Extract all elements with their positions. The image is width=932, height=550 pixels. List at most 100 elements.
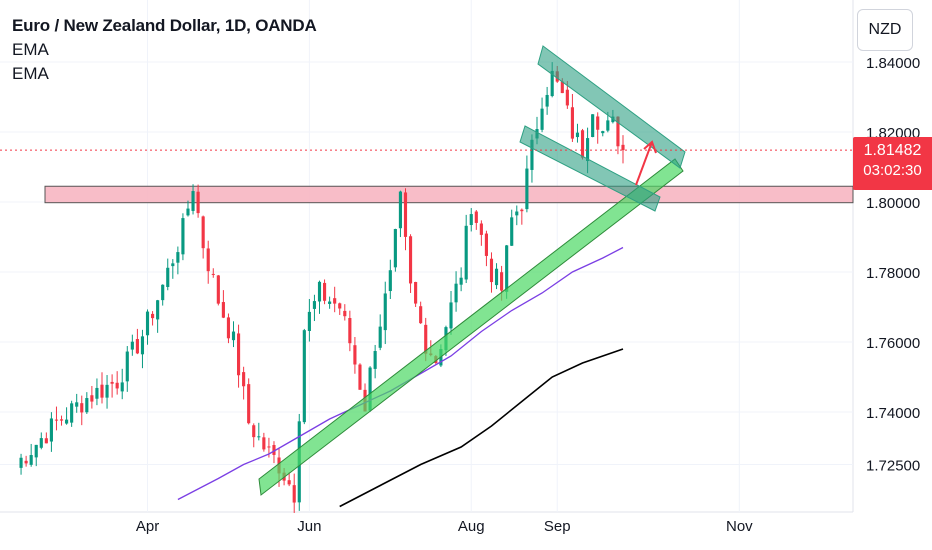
candle-body — [85, 398, 89, 413]
candle-body — [489, 258, 494, 283]
y-tick-label: 1.76000 — [866, 335, 920, 352]
candle-body — [469, 214, 473, 226]
wedge-upper-band — [537, 45, 686, 169]
chart-legend: Euro / New Zealand Dollar, 1D, OANDA EMA… — [12, 14, 317, 86]
candle-body — [520, 209, 524, 212]
support-resistance-zone — [44, 185, 854, 204]
candle-body — [75, 402, 79, 407]
candle-body — [34, 444, 38, 458]
candle-body — [90, 395, 94, 402]
candle-body — [80, 403, 84, 413]
candle-body — [115, 382, 119, 389]
ascending-channel — [258, 158, 684, 496]
candle-body — [419, 306, 423, 324]
candle-body — [343, 310, 347, 317]
candle-body — [565, 89, 569, 106]
candle-body — [135, 339, 139, 354]
candle-body — [479, 223, 483, 235]
candle-body — [616, 116, 620, 147]
candle-body — [186, 208, 190, 216]
x-tick-label: Nov — [726, 518, 753, 535]
candle-body — [95, 387, 99, 399]
candle-body — [580, 130, 585, 158]
candle-body — [550, 70, 554, 97]
candle-body — [242, 372, 246, 387]
candle-body — [59, 419, 64, 421]
candle-body — [596, 116, 600, 130]
candle-body — [125, 351, 129, 382]
candle-body — [388, 270, 392, 292]
candle-body — [474, 211, 478, 223]
candle-body — [156, 300, 160, 320]
last-price-label: 1.81482 03:02:30 — [853, 137, 932, 190]
candle-body — [601, 131, 605, 134]
candle-body — [505, 245, 509, 292]
candle-body — [110, 381, 114, 384]
candle-body — [500, 272, 504, 291]
candle-body — [19, 457, 23, 468]
candle-body — [307, 311, 311, 332]
candle-body — [272, 445, 276, 455]
candle-body — [49, 418, 53, 442]
y-tick-label: 1.72500 — [866, 458, 920, 475]
candle-body — [196, 191, 200, 214]
ema-indicator-label[interactable]: EMA — [12, 64, 49, 83]
candle-body — [201, 216, 205, 249]
candle-body — [145, 311, 150, 336]
candle-body — [575, 132, 580, 138]
candle-body — [161, 284, 165, 301]
candle-body — [231, 331, 236, 341]
candle-body — [312, 301, 317, 309]
candle-body — [166, 267, 170, 287]
y-tick-label: 1.80000 — [866, 195, 920, 212]
candle-body — [606, 120, 610, 131]
candle-body — [515, 211, 519, 216]
candle-body — [358, 364, 362, 390]
candle-body — [39, 438, 43, 448]
candle-body — [211, 273, 215, 275]
currency-button[interactable]: NZD — [857, 9, 913, 51]
candle-body — [267, 446, 271, 448]
y-tick-label: 1.74000 — [866, 405, 920, 422]
candle-body — [530, 139, 534, 170]
candle-body — [44, 438, 48, 444]
candle-body — [236, 333, 241, 376]
candle-body — [570, 107, 574, 139]
candle-body — [140, 336, 145, 355]
candle-body — [247, 384, 251, 424]
candle-body — [120, 382, 124, 392]
candle-body — [459, 277, 463, 285]
candle-body — [414, 281, 418, 304]
candle-body — [525, 168, 529, 210]
candle-body — [257, 436, 261, 438]
candle-body — [302, 330, 306, 423]
candle-body — [151, 313, 155, 319]
candle-body — [171, 263, 175, 267]
candle-body — [226, 317, 231, 339]
candle-body — [181, 218, 185, 255]
candle-body — [540, 108, 544, 130]
ema-indicator-label[interactable]: EMA — [12, 40, 49, 59]
candle-body — [322, 282, 327, 301]
candle-body — [130, 341, 134, 350]
candle-body — [216, 275, 220, 304]
last-price-value: 1.81482 — [863, 142, 922, 159]
candle-body — [70, 403, 74, 423]
candle-body — [403, 192, 408, 237]
candle-body — [545, 94, 549, 107]
candle-body — [494, 268, 499, 286]
candle-body — [333, 298, 337, 304]
ema-slow-line — [339, 348, 624, 508]
candle-body — [484, 233, 488, 256]
candle-body — [408, 236, 413, 284]
breakout-arrow-head — [643, 140, 657, 154]
candle-body — [287, 480, 291, 485]
wedge-lower-band — [519, 125, 661, 212]
candle-body — [54, 419, 59, 421]
candle-body — [383, 293, 387, 331]
candle-body — [252, 425, 256, 438]
candle-body — [586, 138, 590, 162]
candle-body — [176, 252, 180, 263]
candle-body — [100, 384, 104, 398]
